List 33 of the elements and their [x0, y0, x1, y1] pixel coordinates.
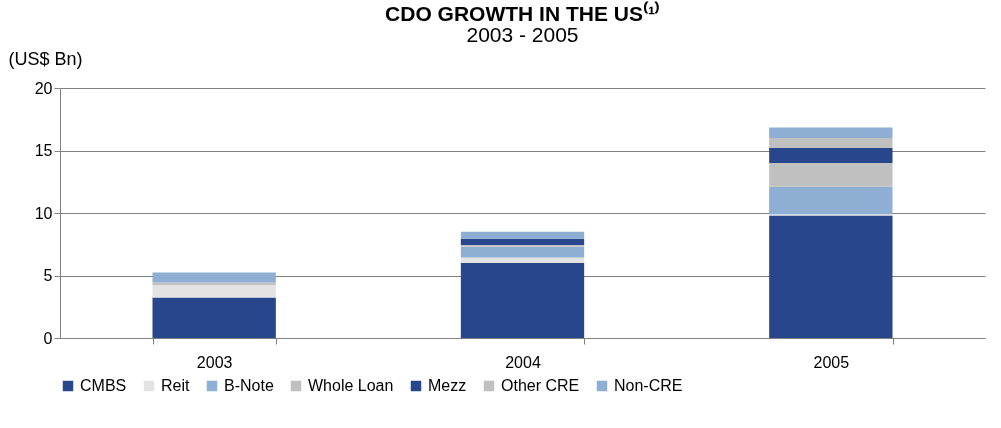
bar — [152, 282, 276, 285]
bar — [460, 257, 585, 263]
y-tick-label: 5 — [43, 267, 53, 284]
bar — [460, 263, 585, 338]
legend-label: CMBS — [80, 377, 127, 394]
bar — [769, 186, 893, 215]
y-axis-title: (US$ Bn) — [8, 48, 83, 69]
legend-label: Whole Loan — [308, 377, 394, 394]
bar — [769, 138, 893, 148]
x-tick-label: 2005 — [813, 353, 850, 371]
x-tick-label: 2004 — [505, 353, 541, 371]
legend-label: Non-CRE — [614, 377, 683, 394]
bar — [769, 127, 893, 138]
bar — [769, 148, 893, 163]
y-tick-label: 10 — [34, 204, 53, 222]
bar — [460, 238, 585, 245]
y-tick-label: 20 — [34, 79, 53, 97]
x-tick-label: 2003 — [196, 353, 233, 371]
legend-label: B-Note — [224, 377, 274, 394]
y-tick-label: 0 — [43, 329, 53, 347]
y-tick-label: 15 — [34, 142, 53, 159]
bar — [460, 246, 585, 258]
legend-label: Reit — [161, 377, 191, 394]
legend-label: Other CRE — [501, 377, 580, 394]
bar — [152, 272, 276, 283]
bar — [769, 163, 893, 187]
bar — [152, 297, 276, 338]
chart-subtitle: 2003 - 2005 — [466, 23, 579, 46]
bar — [152, 284, 276, 298]
bar — [460, 231, 585, 239]
bar — [769, 215, 893, 338]
chart-title: CDO GROWTH IN THE US⁽¹⁾ — [385, 1, 660, 25]
legend-label: Mezz — [428, 377, 467, 394]
